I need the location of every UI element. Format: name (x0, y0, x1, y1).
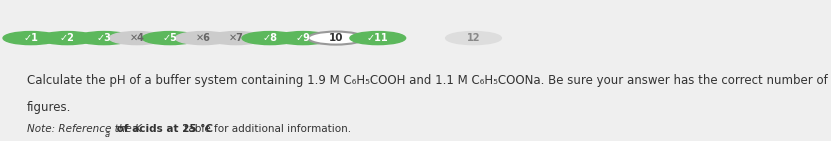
Circle shape (209, 32, 264, 45)
Text: ✓11: ✓11 (367, 33, 389, 43)
Text: ✓3: ✓3 (96, 33, 111, 43)
Circle shape (275, 32, 331, 45)
Circle shape (142, 32, 198, 45)
Circle shape (3, 32, 59, 45)
Text: a: a (105, 130, 110, 139)
Text: ✓9: ✓9 (296, 33, 311, 43)
Circle shape (76, 32, 132, 45)
Text: ✓8: ✓8 (263, 33, 278, 43)
Text: ✕7: ✕7 (229, 33, 243, 43)
Text: of acids at 25 °C: of acids at 25 °C (113, 124, 213, 134)
Text: ✓1: ✓1 (23, 33, 38, 43)
Text: Note: Reference the K: Note: Reference the K (27, 124, 141, 134)
Circle shape (175, 32, 231, 45)
Text: table for additional information.: table for additional information. (180, 124, 351, 134)
Circle shape (40, 32, 96, 45)
Circle shape (109, 32, 165, 45)
Circle shape (242, 32, 297, 45)
Text: Calculate the pH of a buffer system containing 1.9 M C₆H₅COOH and 1.1 M C₆H₅COON: Calculate the pH of a buffer system cont… (27, 74, 831, 87)
Text: figures.: figures. (27, 101, 71, 114)
Text: ✕4: ✕4 (130, 33, 145, 43)
Circle shape (350, 32, 406, 45)
Text: ✓2: ✓2 (60, 33, 75, 43)
Circle shape (445, 32, 501, 45)
Text: 12: 12 (467, 33, 480, 43)
Text: ✕6: ✕6 (196, 33, 210, 43)
Text: 10: 10 (329, 33, 343, 43)
Circle shape (308, 32, 364, 45)
Text: ✓5: ✓5 (163, 33, 178, 43)
